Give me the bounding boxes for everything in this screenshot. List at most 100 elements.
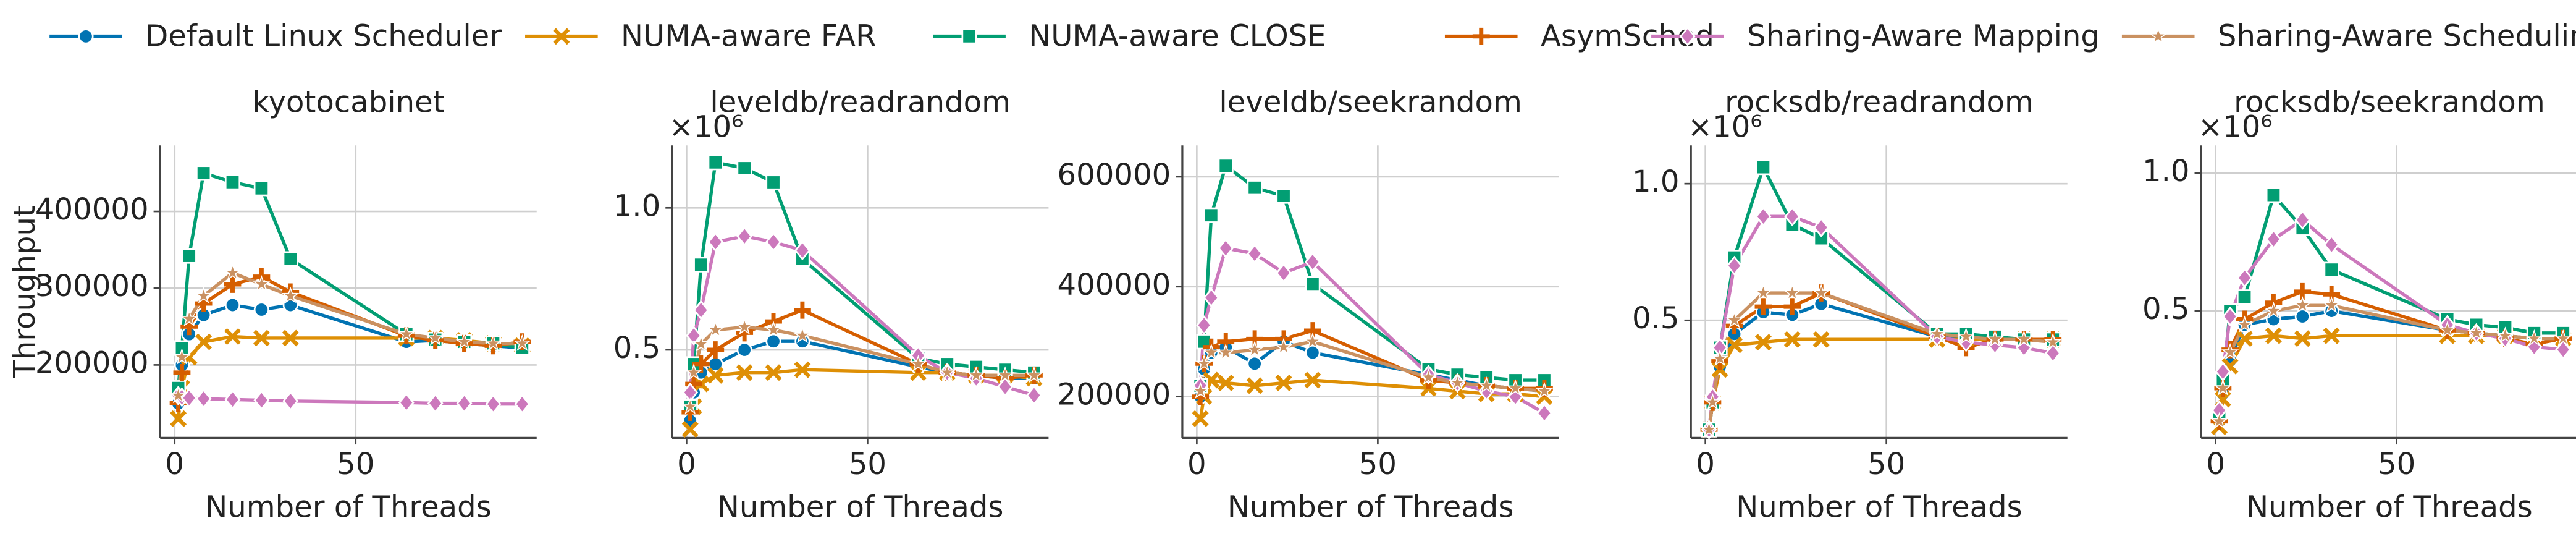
marker [1247,180,1263,196]
marker [1783,284,1801,301]
marker [1304,252,1321,272]
marker [2438,321,2456,338]
marker [196,165,212,181]
x-axis-label: Number of Threads [1736,490,2022,524]
marker [997,376,1014,397]
marker [1191,381,1210,399]
marker [938,363,956,380]
marker [281,286,300,303]
marker [1305,276,1321,292]
series-line [2217,334,2564,427]
marker [282,329,299,347]
marker [2265,187,2281,203]
marker [1813,217,1830,237]
marker [736,226,753,247]
legend-label: Sharing-Aware Mapping [1747,19,2100,54]
marker [2236,330,2254,347]
marker [2044,333,2062,350]
marker [1449,373,1467,391]
marker [2236,289,2253,305]
marker [513,334,531,351]
marker [1247,355,1263,371]
marker [1202,343,1221,360]
marker [707,367,724,384]
marker [2554,329,2572,346]
marker [793,326,812,344]
legend-label: NUMA-aware FAR [621,19,876,54]
marker [2496,326,2514,344]
marker [2265,327,2282,344]
legend-marker [961,28,977,45]
marker [181,388,198,408]
marker [1303,332,1322,349]
marker [253,329,270,347]
marker [2210,412,2228,429]
marker [2323,234,2340,255]
marker [180,309,198,327]
marker [1216,343,1235,360]
marker [765,364,782,381]
x-tick-label: 50 [1359,447,1397,482]
marker [253,390,270,410]
marker [2294,210,2311,230]
marker [2555,339,2572,360]
marker [686,325,702,346]
legend-marker [2149,27,2167,44]
y-tick-label: 0.5 [1632,301,1680,336]
marker [1784,206,1801,227]
x-axis-label: Number of Threads [205,490,492,524]
marker [170,410,187,427]
marker [692,300,709,320]
marker [1755,206,1772,227]
panel-title: kyotocabinet [252,85,444,119]
axis-offset: ×10⁶ [1688,110,1762,145]
marker [681,421,699,438]
marker [736,342,752,358]
marker [2322,296,2341,313]
marker [456,393,473,414]
series-line [1707,337,2053,430]
marker [224,263,242,281]
marker [1704,393,1722,410]
marker [1025,366,1043,383]
marker [2236,315,2254,333]
marker [224,328,241,345]
marker [765,333,781,349]
x-axis-label: Number of Threads [1227,490,1514,524]
y-tick-label: 200000 [35,346,149,380]
marker [169,386,187,404]
marker [2323,261,2339,278]
marker [684,363,703,380]
marker [1783,331,1801,348]
marker [253,302,269,318]
marker [1812,331,1830,348]
marker [1754,334,1772,351]
legend-label: Default Linux Scheduler [145,19,502,54]
marker [427,393,444,414]
marker [1726,336,1743,354]
marker [2015,330,2033,347]
marker [2323,327,2340,344]
marker [1218,238,1234,258]
marker [1274,337,1293,355]
marker [1247,244,1263,264]
legend-marker [78,28,94,45]
x-axis-label: Number of Threads [2246,490,2533,524]
y-tick-label: 600000 [1058,158,1171,192]
x-tick-label: 0 [1187,447,1206,482]
marker [2525,329,2543,346]
marker [485,394,502,414]
legend-label: NUMA-aware CLOSE [1029,19,1326,54]
marker [1755,159,1771,176]
marker [1725,311,1743,328]
y-tick-label: 0.5 [613,331,661,365]
marker [1477,376,1496,394]
marker [195,389,212,409]
marker [282,251,298,267]
marker [707,232,724,252]
marker [2214,379,2232,396]
marker [397,325,416,342]
marker [1928,325,1946,342]
marker [1203,207,1219,223]
y-tick-label: 1.0 [613,189,661,223]
